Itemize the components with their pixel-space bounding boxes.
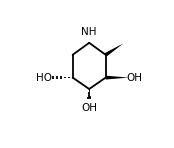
- Polygon shape: [106, 76, 128, 79]
- Text: HO: HO: [36, 73, 52, 83]
- Text: OH: OH: [126, 73, 142, 83]
- Polygon shape: [105, 43, 123, 56]
- Text: NH: NH: [81, 27, 97, 37]
- Text: OH: OH: [81, 103, 97, 113]
